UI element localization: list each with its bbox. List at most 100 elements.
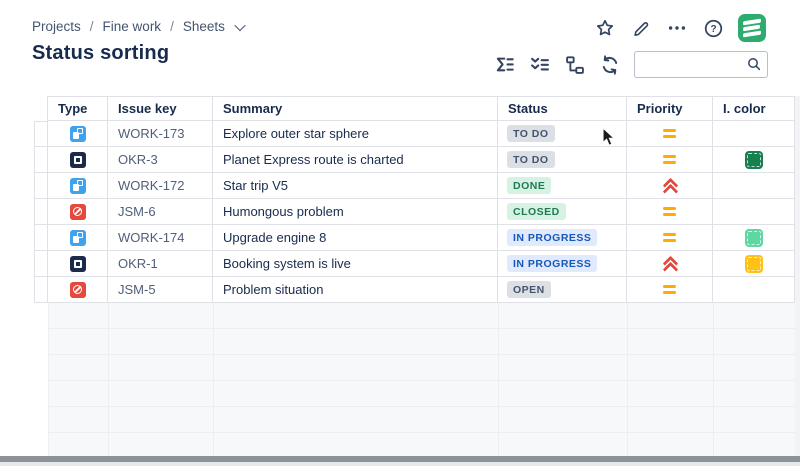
top-actions: ? bbox=[594, 14, 766, 42]
summary-text: Problem situation bbox=[223, 282, 324, 297]
row-drag-handle[interactable] bbox=[34, 277, 48, 303]
issue-type-icon bbox=[69, 125, 86, 142]
priority-cell[interactable] bbox=[627, 173, 713, 199]
issue-type-cell[interactable] bbox=[48, 277, 108, 303]
breadcrumb-fine-work[interactable]: Fine work bbox=[102, 19, 162, 34]
pencil-icon[interactable] bbox=[630, 17, 652, 39]
issue-color-cell[interactable] bbox=[713, 147, 795, 173]
table-row[interactable]: JSM-5 Problem situation OPEN bbox=[34, 277, 795, 303]
column-header-status[interactable]: Status bbox=[498, 97, 627, 120]
priority-icon bbox=[663, 284, 676, 295]
issue-key-cell[interactable]: WORK-173 bbox=[108, 121, 213, 147]
issue-type-cell[interactable] bbox=[48, 251, 108, 277]
row-drag-handle[interactable] bbox=[34, 147, 48, 173]
table-row[interactable]: WORK-174 Upgrade engine 8 IN PROGRESS bbox=[34, 225, 795, 251]
status-cell[interactable]: TO DO bbox=[498, 121, 627, 147]
status-cell[interactable]: TO DO bbox=[498, 147, 627, 173]
help-icon[interactable]: ? bbox=[702, 17, 724, 39]
issue-type-cell[interactable] bbox=[48, 225, 108, 251]
horizontal-scrollbar[interactable] bbox=[0, 456, 800, 462]
issue-type-cell[interactable] bbox=[48, 199, 108, 225]
table-row[interactable]: OKR-3 Planet Express route is charted TO… bbox=[34, 147, 795, 173]
search-icon bbox=[747, 57, 761, 71]
priority-cell[interactable] bbox=[627, 251, 713, 277]
summary-text: Planet Express route is charted bbox=[223, 152, 404, 167]
priority-cell[interactable] bbox=[627, 199, 713, 225]
issue-key-cell[interactable]: OKR-1 bbox=[108, 251, 213, 277]
issue-color-cell[interactable] bbox=[713, 277, 795, 303]
priority-cell[interactable] bbox=[627, 277, 713, 303]
priority-cell[interactable] bbox=[627, 121, 713, 147]
issue-color-cell[interactable] bbox=[713, 225, 795, 251]
app-logo[interactable] bbox=[738, 14, 766, 42]
summary-cell[interactable]: Star trip V5 bbox=[213, 173, 498, 199]
issue-key-cell[interactable]: JSM-6 bbox=[108, 199, 213, 225]
summary-text: Explore outer star sphere bbox=[223, 126, 369, 141]
column-header-summary[interactable]: Summary bbox=[213, 97, 498, 120]
refresh-icon[interactable] bbox=[599, 54, 621, 76]
issue-key-cell[interactable]: WORK-174 bbox=[108, 225, 213, 251]
summary-cell[interactable]: Humongous problem bbox=[213, 199, 498, 225]
breadcrumb-separator: / bbox=[89, 19, 94, 34]
priority-icon bbox=[662, 257, 677, 270]
row-drag-handle[interactable] bbox=[34, 121, 48, 147]
column-header-color[interactable]: I. color bbox=[713, 97, 795, 120]
column-header-type[interactable]: Type bbox=[48, 97, 108, 120]
issue-color-cell[interactable] bbox=[713, 199, 795, 225]
breadcrumb-projects[interactable]: Projects bbox=[32, 19, 81, 34]
summary-cell[interactable]: Problem situation bbox=[213, 277, 498, 303]
window-bottom-edge bbox=[0, 462, 800, 466]
column-header-key[interactable]: Issue key bbox=[108, 97, 213, 120]
status-badge: TO DO bbox=[507, 151, 555, 168]
summary-cell[interactable]: Upgrade engine 8 bbox=[213, 225, 498, 251]
issue-color-cell[interactable] bbox=[713, 121, 795, 147]
issue-type-cell[interactable] bbox=[48, 121, 108, 147]
issue-type-icon bbox=[69, 229, 86, 246]
status-badge: IN PROGRESS bbox=[507, 229, 598, 246]
issue-key: OKR-3 bbox=[118, 152, 158, 167]
row-drag-handle[interactable] bbox=[34, 199, 48, 225]
issue-type-icon bbox=[69, 281, 86, 298]
hierarchy-icon[interactable] bbox=[564, 54, 586, 76]
issue-key-cell[interactable]: OKR-3 bbox=[108, 147, 213, 173]
issue-type-cell[interactable] bbox=[48, 147, 108, 173]
table-row[interactable]: WORK-173 Explore outer star sphere TO DO bbox=[34, 121, 795, 147]
status-badge: OPEN bbox=[507, 281, 551, 298]
row-drag-handle[interactable] bbox=[34, 251, 48, 277]
issue-key-cell[interactable]: JSM-5 bbox=[108, 277, 213, 303]
summary-cell[interactable]: Explore outer star sphere bbox=[213, 121, 498, 147]
summary-cell[interactable]: Planet Express route is charted bbox=[213, 147, 498, 173]
table-header: Type Issue key Summary Status Priority I… bbox=[47, 96, 795, 121]
issue-type-icon bbox=[69, 203, 86, 220]
sum-formula-icon[interactable] bbox=[494, 54, 516, 76]
status-cell[interactable]: CLOSED bbox=[498, 199, 627, 225]
row-drag-handle[interactable] bbox=[34, 173, 48, 199]
table-row[interactable]: OKR-1 Booking system is live IN PROGRESS bbox=[34, 251, 795, 277]
status-cell[interactable]: IN PROGRESS bbox=[498, 251, 627, 277]
status-cell[interactable]: OPEN bbox=[498, 277, 627, 303]
issue-color-cell[interactable] bbox=[713, 173, 795, 199]
priority-icon bbox=[663, 232, 676, 243]
summary-cell[interactable]: Booking system is live bbox=[213, 251, 498, 277]
toolbar bbox=[494, 51, 768, 78]
issue-color-cell[interactable] bbox=[713, 251, 795, 277]
star-icon[interactable] bbox=[594, 17, 616, 39]
collapse-list-icon[interactable] bbox=[529, 54, 551, 76]
status-cell[interactable]: DONE bbox=[498, 173, 627, 199]
table-row[interactable]: JSM-6 Humongous problem CLOSED bbox=[34, 199, 795, 225]
breadcrumb-sheets[interactable]: Sheets bbox=[182, 19, 225, 34]
issue-key-cell[interactable]: WORK-172 bbox=[108, 173, 213, 199]
priority-cell[interactable] bbox=[627, 147, 713, 173]
row-drag-handle[interactable] bbox=[34, 225, 48, 251]
summary-text: Booking system is live bbox=[223, 256, 351, 271]
empty-grid-area bbox=[48, 303, 795, 456]
search-input[interactable] bbox=[634, 51, 768, 78]
priority-cell[interactable] bbox=[627, 225, 713, 251]
issue-type-cell[interactable] bbox=[48, 173, 108, 199]
priority-icon bbox=[663, 206, 676, 217]
status-cell[interactable]: IN PROGRESS bbox=[498, 225, 627, 251]
column-header-priority[interactable]: Priority bbox=[627, 97, 713, 120]
chevron-down-icon[interactable] bbox=[234, 19, 246, 31]
more-icon[interactable] bbox=[666, 17, 688, 39]
table-row[interactable]: WORK-172 Star trip V5 DONE bbox=[34, 173, 795, 199]
